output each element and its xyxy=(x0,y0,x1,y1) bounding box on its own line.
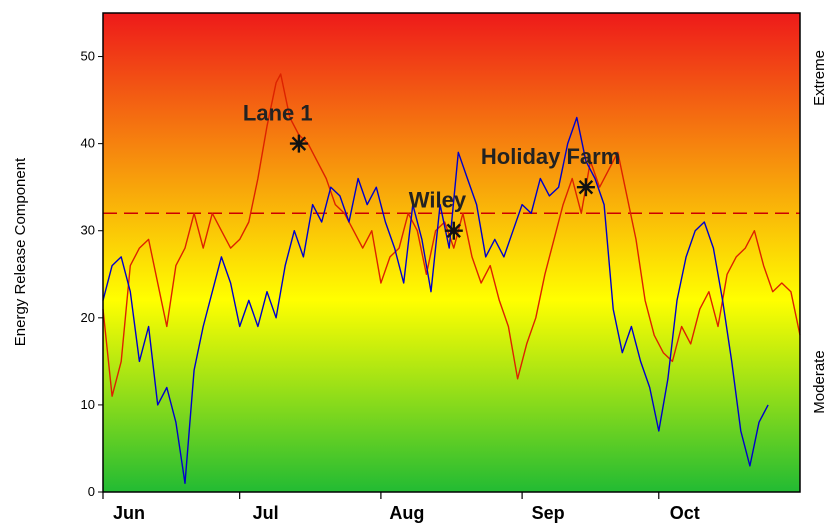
right-label-moderate: Moderate xyxy=(811,350,828,413)
y-tick-label: 10 xyxy=(81,397,95,412)
x-tick-label: Jun xyxy=(113,503,145,523)
y-tick-label: 30 xyxy=(81,223,95,238)
y-axis-title: Energy Release Component xyxy=(12,157,29,346)
plot-background xyxy=(103,13,800,492)
annotation-label: Lane 1 xyxy=(243,101,313,126)
plot-frame xyxy=(102,12,801,493)
y-axis: 0 10 20 30 40 50 xyxy=(81,49,103,499)
series-line-2 xyxy=(102,116,769,484)
x-tick-label: Jul xyxy=(253,503,279,523)
x-tick-label: Oct xyxy=(670,503,700,523)
annotation-label: Wiley xyxy=(409,188,467,213)
y-tick-label: 20 xyxy=(81,310,95,325)
annotation-layer: Lane 1 Wiley Holiday Farm xyxy=(243,101,620,240)
right-label-extreme: Extreme xyxy=(811,50,828,106)
x-axis: Jun Jul Aug Sep Oct xyxy=(102,492,700,523)
annotation-marker xyxy=(444,221,463,240)
y-tick-label: 40 xyxy=(81,136,95,151)
x-tick-label: Aug xyxy=(389,503,424,523)
annotation-label: Holiday Farm xyxy=(481,144,620,169)
y-tick-label: 50 xyxy=(81,49,95,64)
x-tick-label: Sep xyxy=(532,503,565,523)
annotation-marker xyxy=(289,134,308,153)
annotation-marker xyxy=(576,178,595,197)
y-tick-label: 0 xyxy=(88,484,95,499)
